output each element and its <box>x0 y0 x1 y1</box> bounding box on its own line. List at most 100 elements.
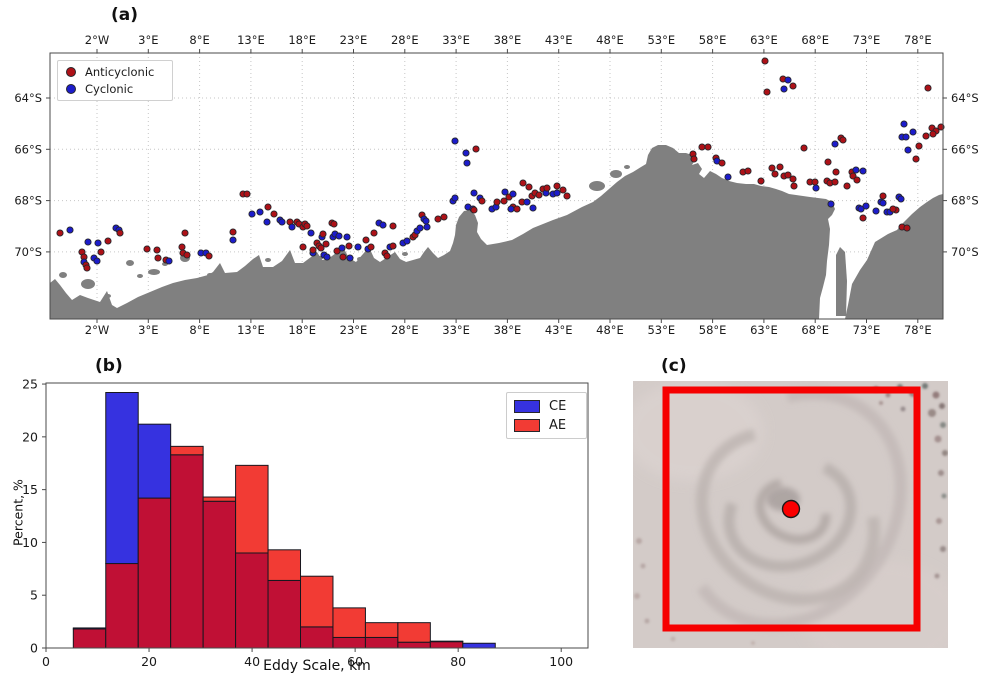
east-coast <box>845 194 943 319</box>
x-tick-label: 20 <box>141 654 157 669</box>
anticyclonic-eddy-dot <box>434 215 442 223</box>
ae-bar <box>202 496 237 502</box>
island <box>357 257 363 261</box>
eddy-swirl-pattern <box>633 381 948 648</box>
overlap-bar <box>137 497 172 649</box>
land-mass <box>50 145 943 319</box>
cyclonic-eddy-dot <box>900 120 908 128</box>
cyclonic-eddy-dot <box>909 128 917 136</box>
anticyclonic-eddy-dot <box>698 143 706 151</box>
lon-tick-label: 2°W <box>85 33 109 47</box>
island <box>81 279 95 289</box>
anticyclonic-eddy-dot <box>270 210 278 218</box>
eddy-map: 2°W 2°W 3°E 3°E 8°E 8°E 13°E 13°E 18°E 18°E 23°E 23… <box>14 33 979 337</box>
lon-tick-label: 73°E <box>853 33 881 47</box>
histogram-ticks <box>42 383 562 652</box>
overlap-bar <box>300 626 334 649</box>
cyclonic-eddy-dot <box>278 218 286 226</box>
lon-tick-label: 68°E <box>801 323 829 337</box>
anticyclonic-eddy-dot <box>525 183 533 191</box>
anticyclonic-eddy-dot <box>912 155 920 163</box>
histogram-frame <box>45 382 589 649</box>
cyclonic-eddy-dot <box>256 208 264 216</box>
lon-tick-label: 13°E <box>237 33 265 47</box>
island <box>105 294 111 298</box>
ce-swatch-icon <box>514 399 540 413</box>
overlap-bar <box>235 552 269 649</box>
ce-label: CE <box>549 398 567 414</box>
cyclonic-eddy-dot <box>84 238 92 246</box>
cyclonic-eddy-dot <box>831 140 839 148</box>
cyclonic-eddy-dot <box>354 243 362 251</box>
anticyclonic-eddy-dot <box>205 252 213 260</box>
cyclonic-eddy-dot <box>897 195 905 203</box>
anticyclonic-eddy-dot <box>478 197 486 205</box>
cyclonic-eddy-dot <box>827 200 835 208</box>
anticyclonic-eddy-dot <box>824 158 832 166</box>
ae-bar <box>364 622 399 638</box>
anticyclonic-eddy-dot <box>915 142 923 150</box>
anticyclonic-eddy-dot <box>744 167 752 175</box>
anticyclonic-eddy-dot <box>718 159 726 167</box>
cyclonic-eddy-dot <box>872 207 880 215</box>
cyclonic-eddy-dot <box>553 189 561 197</box>
cyclonic-eddy-dot <box>463 159 471 167</box>
anticyclonic-eddy-dot <box>154 254 162 262</box>
ae-swatch-icon <box>514 418 540 432</box>
lon-tick-label: 53°E <box>647 323 675 337</box>
lat-tick-label: 68°S <box>951 194 979 208</box>
anticyclonic-eddy-dot <box>563 192 571 200</box>
island <box>126 260 134 266</box>
overlap-bar <box>105 563 139 649</box>
anticyclonic-eddy-dot <box>771 170 779 178</box>
cyclonic-eddy-dot <box>470 189 478 197</box>
overlap-bar <box>170 454 204 649</box>
ce-bar <box>72 627 107 630</box>
panel-b-label: (b) <box>95 356 123 376</box>
island <box>265 258 271 262</box>
lon-tick-label: 23°E <box>340 323 368 337</box>
lon-tick-label: 8°E <box>189 33 209 47</box>
overlap-bar <box>397 641 431 649</box>
anticyclonic-eddy-dot <box>535 191 543 199</box>
anticyclonic-eddy-dot <box>800 144 808 152</box>
cyclonic-eddy-dot <box>66 226 74 234</box>
cyclonic-eddy-dot <box>288 223 296 231</box>
cyclonic-eddy-dot <box>423 223 431 231</box>
y-tick-label: 5 <box>30 588 38 603</box>
overlap-bar <box>332 636 366 649</box>
histogram-legend: CE AE <box>506 392 587 439</box>
legend-row-ce: CE <box>514 399 586 414</box>
lon-tick-label: 3°E <box>138 33 158 47</box>
y-tick-label: 10 <box>22 535 38 550</box>
cyclonic-eddy-dot <box>852 166 860 174</box>
lon-tick-label: 73°E <box>853 323 881 337</box>
lat-tick-label: 66°S <box>14 142 42 156</box>
cyclonic-eddy-dot <box>416 224 424 232</box>
anticyclonic-dot-icon <box>66 67 76 77</box>
lat-tick-label: 64°S <box>951 91 979 105</box>
anticyclonic-eddy-dot <box>519 179 527 187</box>
x-tick-label: 0 <box>42 654 50 669</box>
cyclonic-eddy-dot <box>229 236 237 244</box>
lon-tick-label: 38°E <box>494 33 522 47</box>
lon-tick-label: 23°E <box>340 33 368 47</box>
cyclonic-eddy-dot <box>451 194 459 202</box>
glacier-tongue <box>836 247 847 316</box>
cyclonic-eddy-dot <box>403 237 411 245</box>
island <box>207 273 213 277</box>
ae-label: AE <box>549 417 567 433</box>
anticyclonic-eddy-dot <box>789 175 797 183</box>
anticyclonic-eddy-dot <box>768 164 776 172</box>
x-tick-label: 60 <box>347 654 363 669</box>
cyclonic-eddy-dot <box>507 205 515 213</box>
anticyclonic-eddy-dot <box>889 205 897 213</box>
island <box>610 170 622 178</box>
cyclonic-eddy-dot <box>784 76 792 84</box>
overlap-bar <box>72 628 107 649</box>
anticyclonic-eddy-dot <box>362 236 370 244</box>
anticyclonic-eddy-dot <box>922 132 930 140</box>
anticyclonic-eddy-dot <box>789 82 797 90</box>
anticyclonic-eddy-dot <box>440 213 448 221</box>
ae-bar <box>397 622 431 643</box>
